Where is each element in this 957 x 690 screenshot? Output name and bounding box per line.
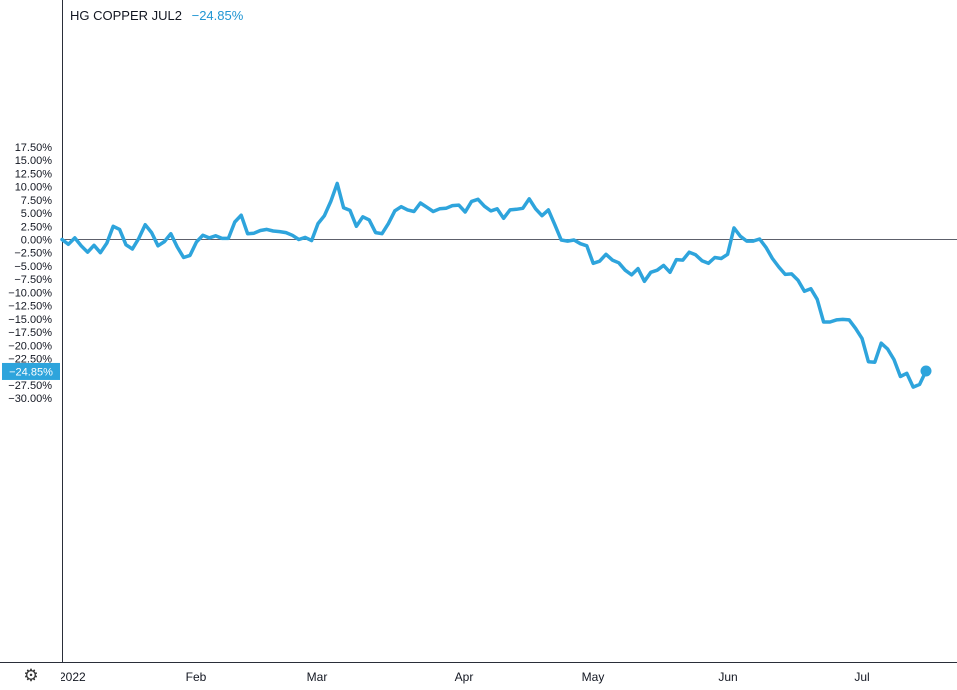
y-tick-label: −22.50% xyxy=(8,354,52,366)
y-tick-label: −17.50% xyxy=(8,327,52,339)
y-tick-label: 17.50% xyxy=(15,142,53,154)
y-tick-label: 7.50% xyxy=(21,195,52,207)
chart-legend: HG COPPER JUL2 −24.85% xyxy=(70,8,243,23)
y-tick-label: −12.50% xyxy=(8,301,52,313)
x-tick-label: Feb xyxy=(186,670,207,684)
x-tick-label: 2022 xyxy=(59,670,86,684)
y-tick-label: −15.00% xyxy=(8,314,52,326)
y-tick-label: 12.50% xyxy=(15,168,53,180)
x-tick-label: May xyxy=(582,670,605,684)
last-point-marker xyxy=(920,365,932,377)
y-tick-label: 10.00% xyxy=(15,182,53,194)
y-tick-label: 5.00% xyxy=(21,208,52,220)
x-tick-label: Mar xyxy=(307,670,328,684)
x-tick-label: Jul xyxy=(854,670,869,684)
y-tick-label: −30.00% xyxy=(8,393,52,405)
y-tick-label: 0.00% xyxy=(21,235,52,247)
x-axis-mask xyxy=(45,666,61,688)
y-tick-label: 15.00% xyxy=(15,155,53,167)
legend-symbol: HG COPPER JUL2 xyxy=(70,8,182,23)
price-label-bg xyxy=(2,362,60,380)
price-label: −24.85% xyxy=(9,366,53,378)
y-tick-label: −5.00% xyxy=(14,261,52,273)
gear-icon[interactable]: ⚙ xyxy=(23,666,39,686)
series-line xyxy=(60,181,928,389)
x-tick-label: Apr xyxy=(455,670,474,684)
y-tick-label: −2.50% xyxy=(14,248,52,260)
legend-change: −24.85% xyxy=(191,8,244,23)
y-tick-label: −10.00% xyxy=(8,287,52,299)
y-tick-label: 2.50% xyxy=(21,221,52,233)
y-tick-label: −7.50% xyxy=(14,274,52,286)
y-tick-label: −20.00% xyxy=(8,340,52,352)
x-tick-label: Jun xyxy=(718,670,737,684)
y-tick-label: −27.50% xyxy=(8,380,52,392)
